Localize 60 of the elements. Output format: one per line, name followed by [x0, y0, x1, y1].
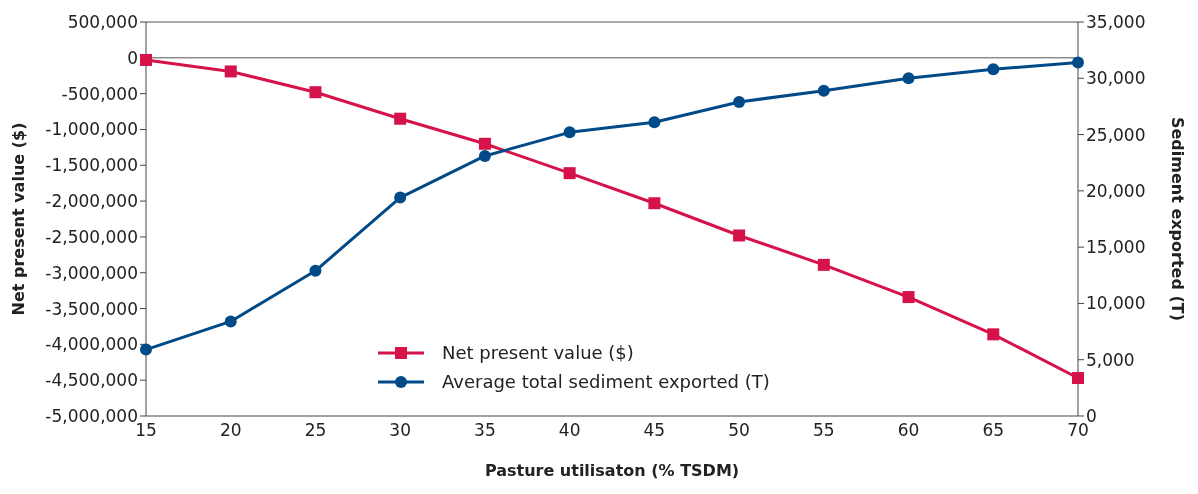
y2-tick-label: 20,000	[1086, 180, 1146, 201]
point	[140, 343, 152, 356]
point	[224, 65, 237, 78]
y2-axis-title: Sediment exported (T)	[1168, 116, 1188, 322]
point	[394, 191, 407, 204]
point	[817, 84, 830, 97]
point	[987, 63, 1000, 76]
point	[902, 291, 915, 304]
y-axis-title: Net present value ($)	[8, 122, 28, 316]
y-tick-label: -4,000,000	[45, 334, 138, 355]
y-tick-label: -4,500,000	[45, 370, 138, 391]
point	[140, 53, 152, 66]
point	[902, 72, 915, 85]
point	[733, 95, 746, 108]
point	[817, 258, 830, 271]
point	[563, 126, 576, 139]
x-tick-label: 70	[1067, 420, 1089, 441]
y-tick-label: -2,000,000	[45, 191, 138, 212]
point	[478, 137, 491, 150]
y2-tick-label: 25,000	[1086, 124, 1146, 145]
y-tick-label: -3,000,000	[45, 262, 138, 283]
y-tick-label: 500,000	[67, 12, 138, 33]
point	[733, 229, 746, 242]
x-tick-label: 40	[558, 420, 581, 441]
y-tick-label: -2,500,000	[45, 226, 138, 247]
y-tick-label: -3,500,000	[45, 298, 138, 319]
x-tick-label: 20	[219, 420, 242, 441]
x-tick-label: 15	[135, 420, 157, 441]
x-tick-label: 45	[643, 420, 666, 441]
point	[309, 86, 322, 99]
point	[224, 315, 237, 328]
x-tick-label: 50	[728, 420, 750, 441]
y-tick-label: -1,000,000	[45, 119, 138, 140]
x-tick-label: 30	[389, 420, 411, 441]
y2-tick-label: 10,000	[1086, 293, 1146, 314]
point	[563, 167, 576, 180]
x-tick-label: 60	[897, 420, 920, 441]
y-tick-label: 0	[127, 47, 138, 68]
legend-label: Net present value ($)	[442, 342, 634, 363]
point	[478, 149, 491, 162]
y-tick-label: -1,500,000	[45, 155, 138, 176]
point	[648, 197, 661, 210]
point	[309, 264, 322, 277]
legend-label: Average total sediment exported (T)	[442, 371, 770, 392]
x-axis-title: Pasture utilisaton (% TSDM)	[484, 461, 740, 480]
y2-tick-label: 5,000	[1086, 349, 1135, 370]
x-tick-label: 55	[813, 420, 835, 441]
x-tick-label: 25	[304, 420, 327, 441]
y-tick-label: -500,000	[61, 83, 138, 104]
y2-tick-label: 30,000	[1086, 68, 1146, 89]
x-tick-label: 35	[474, 420, 496, 441]
y2-tick-label: 15,000	[1086, 237, 1146, 258]
point	[987, 328, 1000, 341]
point	[1072, 56, 1084, 69]
y2-tick-label: 35,000	[1086, 12, 1146, 33]
x-tick-label: 65	[982, 420, 1005, 441]
point	[394, 112, 407, 125]
point	[648, 116, 661, 129]
y-tick-label: -5,000,000	[45, 406, 138, 427]
point	[1072, 372, 1084, 385]
